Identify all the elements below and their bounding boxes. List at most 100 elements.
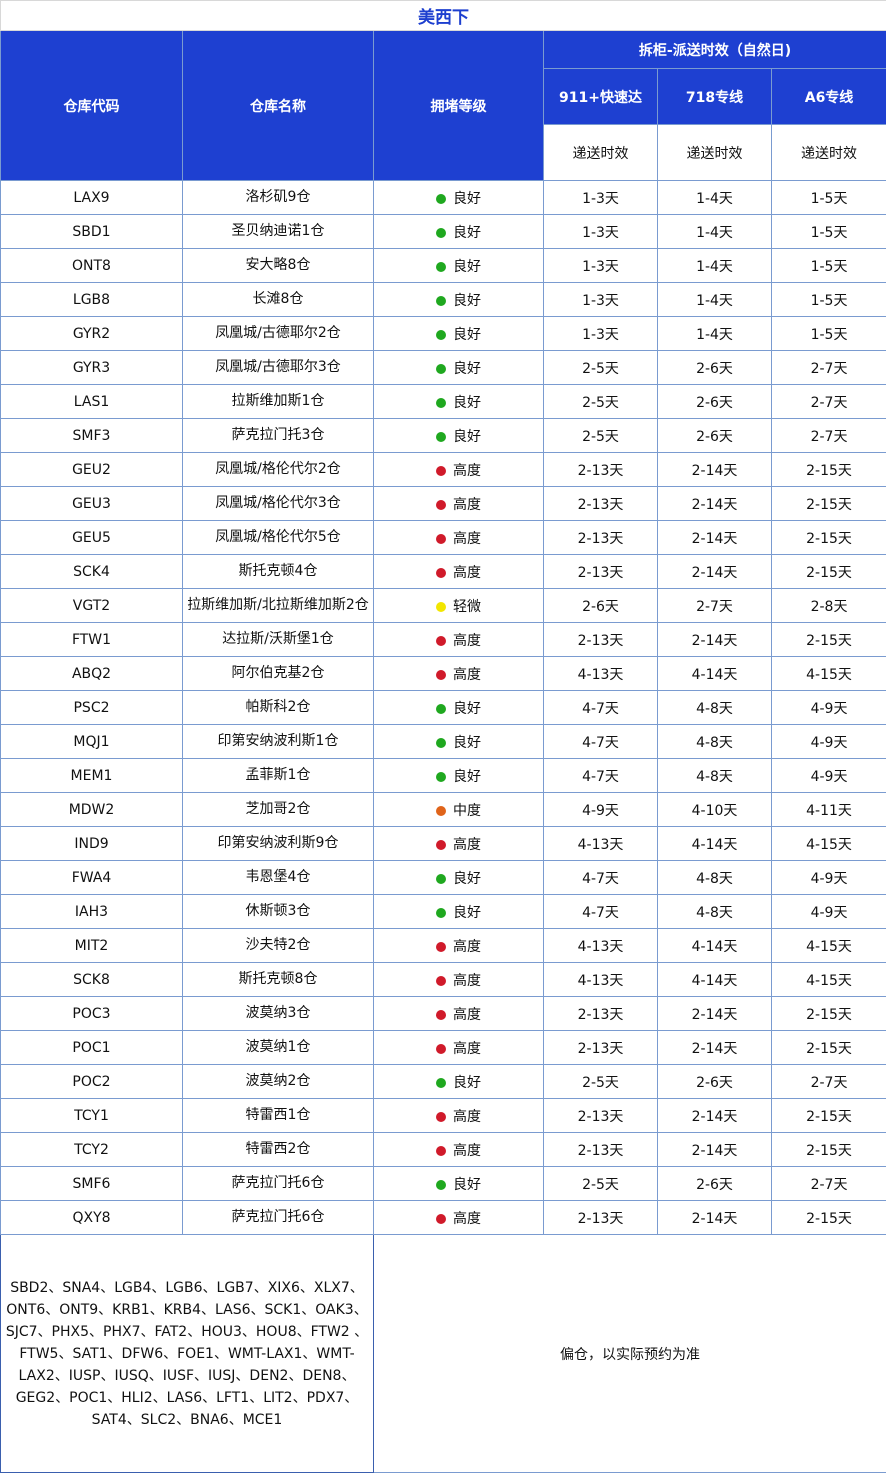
- time-718: 4-8天: [657, 758, 772, 793]
- level-label: 良好: [453, 428, 481, 445]
- congestion-level: 高度: [373, 962, 544, 997]
- level-label: 中度: [453, 802, 481, 819]
- table-row: ONT8 安大略8仓 良好 1-3天 1-4天 1-5天: [0, 248, 886, 283]
- time-a6: 2-15天: [770, 1098, 886, 1133]
- status-dot-icon: [436, 1145, 446, 1156]
- status-dot-icon: [436, 261, 446, 272]
- time-911: 1-3天: [543, 316, 658, 351]
- header-channel-911: 911+快速达: [543, 68, 658, 125]
- time-a6: 2-15天: [770, 1200, 886, 1235]
- congestion-level: 高度: [373, 1098, 544, 1133]
- level-label: 高度: [453, 836, 481, 853]
- congestion-level: 高度: [373, 928, 544, 963]
- warehouse-code: PSC2: [0, 690, 183, 725]
- level-label: 轻微: [453, 598, 481, 615]
- congestion-level: 高度: [373, 554, 544, 589]
- status-dot-icon: [436, 1213, 446, 1224]
- table-row: SMF3 萨克拉门托3仓 良好 2-5天 2-6天 2-7天: [0, 418, 886, 453]
- warehouse-name: 萨克拉门托6仓: [182, 1166, 374, 1201]
- congestion-level: 高度: [373, 1030, 544, 1065]
- warehouse-name: 印第安纳波利斯9仓: [182, 826, 374, 861]
- status-dot-icon: [436, 1043, 446, 1054]
- table-row: QXY8 萨克拉门托6仓 高度 2-13天 2-14天 2-15天: [0, 1200, 886, 1235]
- time-911: 1-3天: [543, 248, 658, 283]
- time-911: 4-7天: [543, 724, 658, 759]
- time-911: 4-13天: [543, 826, 658, 861]
- level-label: 高度: [453, 1142, 481, 1159]
- time-911: 2-13天: [543, 486, 658, 521]
- time-718: 2-14天: [657, 1098, 772, 1133]
- table-row: TCY1 特雷西1仓 高度 2-13天 2-14天 2-15天: [0, 1098, 886, 1133]
- time-911: 4-9天: [543, 792, 658, 827]
- congestion-level: 高度: [373, 826, 544, 861]
- status-dot-icon: [436, 703, 446, 714]
- time-911: 2-5天: [543, 1064, 658, 1099]
- warehouse-name: 特雷西1仓: [182, 1098, 374, 1133]
- status-dot-icon: [436, 499, 446, 510]
- time-718: 2-14天: [657, 996, 772, 1031]
- table-row: GEU5 凤凰城/格伦代尔5仓 高度 2-13天 2-14天 2-15天: [0, 520, 886, 555]
- warehouse-name: 凤凰城/古德耶尔3仓: [182, 350, 374, 385]
- congestion-level: 高度: [373, 622, 544, 657]
- table-row: VGT2 拉斯维加斯/北拉斯维加斯2仓 轻微 2-6天 2-7天 2-8天: [0, 588, 886, 623]
- congestion-level: 良好: [373, 214, 544, 249]
- table-row: POC3 波莫纳3仓 高度 2-13天 2-14天 2-15天: [0, 996, 886, 1031]
- time-a6: 2-15天: [770, 554, 886, 589]
- time-718: 4-8天: [657, 690, 772, 725]
- level-label: 良好: [453, 258, 481, 275]
- status-dot-icon: [436, 805, 446, 816]
- time-a6: 4-15天: [770, 962, 886, 997]
- congestion-level: 高度: [373, 1132, 544, 1167]
- warehouse-code: SMF6: [0, 1166, 183, 1201]
- warehouse-code: SMF3: [0, 418, 183, 453]
- warehouse-code: POC1: [0, 1030, 183, 1065]
- time-911: 2-13天: [543, 1098, 658, 1133]
- time-a6: 4-9天: [770, 894, 886, 929]
- time-911: 4-7天: [543, 758, 658, 793]
- time-a6: 1-5天: [770, 316, 886, 351]
- level-label: 良好: [453, 292, 481, 309]
- warehouse-name: 洛杉矶9仓: [182, 180, 374, 215]
- level-label: 良好: [453, 360, 481, 377]
- table-row: ABQ2 阿尔伯克基2仓 高度 4-13天 4-14天 4-15天: [0, 656, 886, 691]
- time-911: 2-13天: [543, 1132, 658, 1167]
- time-718: 1-4天: [657, 180, 772, 215]
- status-dot-icon: [436, 635, 446, 646]
- warehouse-name: 波莫纳1仓: [182, 1030, 374, 1065]
- table-row: IND9 印第安纳波利斯9仓 高度 4-13天 4-14天 4-15天: [0, 826, 886, 861]
- level-label: 高度: [453, 938, 481, 955]
- congestion-level: 良好: [373, 350, 544, 385]
- warehouse-code: MEM1: [0, 758, 183, 793]
- warehouse-code: GYR2: [0, 316, 183, 351]
- time-a6: 1-5天: [770, 282, 886, 317]
- congestion-level: 高度: [373, 520, 544, 555]
- warehouse-name: 沙夫特2仓: [182, 928, 374, 963]
- time-911: 2-5天: [543, 1166, 658, 1201]
- level-label: 良好: [453, 190, 481, 207]
- level-label: 高度: [453, 462, 481, 479]
- warehouse-code: GEU3: [0, 486, 183, 521]
- warehouse-name: 萨克拉门托3仓: [182, 418, 374, 453]
- table-row: SCK4 斯托克顿4仓 高度 2-13天 2-14天 2-15天: [0, 554, 886, 589]
- time-911: 4-13天: [543, 962, 658, 997]
- warehouse-name: 帕斯科2仓: [182, 690, 374, 725]
- table-title: 美西下: [0, 0, 886, 31]
- time-911: 2-5天: [543, 350, 658, 385]
- time-718: 2-6天: [657, 1064, 772, 1099]
- time-718: 1-4天: [657, 214, 772, 249]
- level-label: 良好: [453, 904, 481, 921]
- warehouse-code: SBD1: [0, 214, 183, 249]
- level-label: 高度: [453, 1210, 481, 1227]
- warehouse-name: 特雷西2仓: [182, 1132, 374, 1167]
- time-911: 2-13天: [543, 996, 658, 1031]
- table-row: GYR3 凤凰城/古德耶尔3仓 良好 2-5天 2-6天 2-7天: [0, 350, 886, 385]
- time-911: 4-13天: [543, 928, 658, 963]
- time-a6: 4-15天: [770, 928, 886, 963]
- warehouse-code: TCY2: [0, 1132, 183, 1167]
- table-row: LGB8 长滩8仓 良好 1-3天 1-4天 1-5天: [0, 282, 886, 317]
- warehouse-code: ABQ2: [0, 656, 183, 691]
- warehouse-name: 拉斯维加斯/北拉斯维加斯2仓: [182, 588, 374, 623]
- time-a6: 2-7天: [770, 384, 886, 419]
- level-label: 高度: [453, 530, 481, 547]
